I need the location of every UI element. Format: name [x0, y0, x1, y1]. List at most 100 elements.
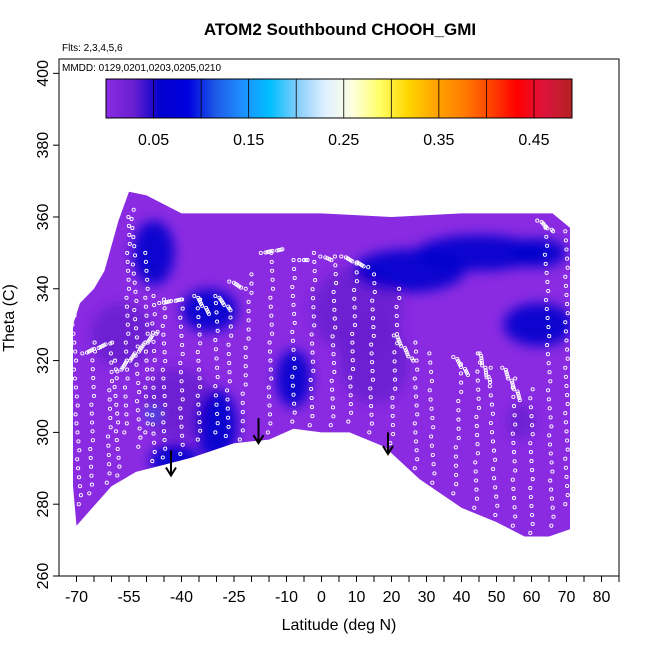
sample-point — [503, 367, 508, 372]
sample-point — [479, 353, 484, 358]
sample-point — [227, 379, 232, 384]
sample-point — [511, 394, 516, 399]
sample-point — [529, 503, 534, 509]
sample-point — [333, 325, 338, 330]
sample-point — [162, 350, 167, 355]
sample-point — [332, 254, 337, 259]
sample-point — [475, 442, 480, 447]
sample-point — [213, 338, 218, 343]
low-value-region — [90, 303, 154, 368]
sample-point — [329, 378, 334, 383]
sample-point — [490, 411, 495, 416]
sample-point — [476, 396, 481, 401]
sample-point — [151, 385, 156, 390]
sample-point — [564, 247, 569, 252]
sample-point — [331, 343, 336, 348]
sample-point — [240, 400, 245, 405]
sample-point — [517, 395, 522, 400]
sample-point — [134, 362, 139, 367]
sample-point — [268, 304, 273, 309]
sample-point — [75, 403, 80, 408]
flight-track — [213, 293, 233, 313]
sample-point — [108, 415, 113, 421]
x-tick-label: -70 — [65, 589, 88, 606]
sample-point — [331, 352, 336, 357]
sample-point — [476, 405, 482, 410]
sample-point — [483, 368, 488, 373]
sample-point — [130, 262, 135, 267]
sample-point — [77, 448, 82, 453]
sample-point — [310, 414, 315, 419]
sample-point — [370, 360, 375, 365]
sample-point — [489, 430, 495, 435]
sample-point — [215, 411, 220, 416]
sample-point — [179, 424, 184, 429]
x-tick-label: 80 — [593, 589, 611, 606]
sample-point — [161, 376, 166, 381]
sample-point — [372, 289, 377, 295]
sample-point — [195, 437, 200, 442]
sample-point — [278, 247, 283, 252]
sample-point — [475, 378, 480, 383]
sample-point — [124, 295, 129, 300]
sample-point — [177, 297, 182, 302]
flight-track — [500, 365, 522, 403]
sample-point — [80, 351, 85, 356]
sample-point — [393, 386, 398, 391]
sample-point — [412, 466, 417, 471]
sample-point — [198, 299, 203, 304]
sample-point — [178, 324, 183, 329]
sample-point — [204, 307, 210, 312]
flight-track — [160, 297, 168, 460]
sample-point — [348, 393, 353, 398]
sample-point — [459, 364, 464, 370]
sample-point — [143, 304, 148, 309]
sample-point — [196, 411, 202, 416]
sample-point — [310, 350, 315, 355]
sample-point — [125, 322, 130, 327]
x-axis: -70 -55 -40 -25 -10 0 10 20 30 40 50 60 70 80 — [65, 576, 620, 606]
sample-point — [136, 444, 141, 449]
sample-point — [144, 358, 149, 363]
sample-point — [276, 248, 281, 253]
sample-point — [178, 361, 183, 366]
sample-point — [495, 503, 500, 508]
colorbar-tick-label: 0.35 — [423, 132, 454, 149]
low-value-region — [143, 367, 213, 440]
sample-point — [228, 324, 233, 329]
sample-point — [107, 406, 113, 411]
sample-point — [547, 370, 552, 375]
sample-point — [117, 464, 122, 469]
low-value-region — [276, 349, 311, 408]
sample-point — [124, 349, 129, 354]
sample-point — [292, 356, 297, 361]
sample-point — [511, 496, 517, 501]
sample-point — [429, 379, 434, 384]
sample-point — [133, 317, 138, 322]
sample-point — [368, 395, 373, 400]
flight-track — [150, 293, 157, 464]
sample-point — [352, 305, 357, 310]
sample-point — [530, 468, 535, 473]
sample-point — [350, 349, 355, 354]
sample-point — [413, 430, 418, 435]
sample-point — [544, 270, 549, 275]
sample-point — [545, 279, 550, 284]
sample-point — [292, 365, 297, 370]
sample-point — [90, 358, 95, 363]
sample-point — [215, 365, 220, 370]
sample-point — [563, 283, 568, 288]
flight-track — [451, 354, 470, 377]
sample-point — [280, 247, 285, 252]
sample-point — [511, 404, 517, 409]
sample-point — [366, 265, 371, 270]
sample-point — [565, 265, 570, 270]
sample-point — [91, 393, 97, 398]
sample-point — [474, 414, 479, 420]
sample-point — [145, 277, 150, 282]
sample-point — [145, 286, 150, 291]
sample-point — [528, 405, 533, 410]
sample-point — [430, 480, 435, 485]
sample-point — [329, 258, 334, 263]
sample-point — [134, 298, 139, 303]
